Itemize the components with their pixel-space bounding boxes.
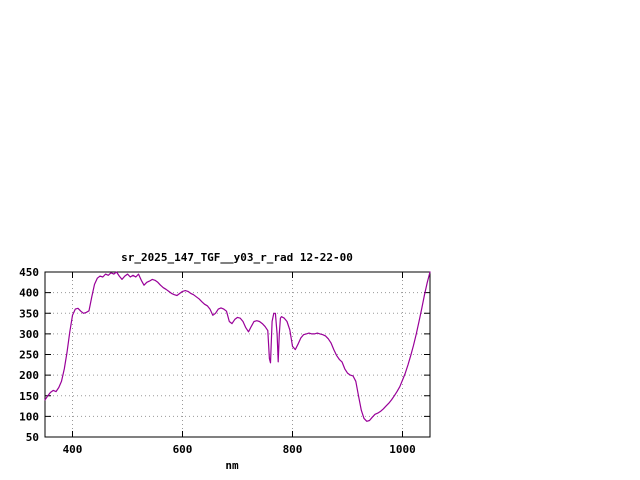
y-tick-label: 450 (19, 266, 39, 279)
x-tick-label: 600 (173, 443, 193, 456)
y-tick-label: 300 (19, 328, 39, 341)
y-tick-label: 200 (19, 369, 39, 382)
x-tick-label: 400 (63, 443, 83, 456)
data-line (44, 271, 431, 422)
y-tick-label: 250 (19, 349, 39, 362)
x-axis-label: nm (225, 459, 239, 472)
y-tick-label: 100 (19, 410, 39, 423)
y-tick-label: 150 (19, 390, 39, 403)
chart-title: sr_2025_147_TGF__y03_r_rad 12-22-00 (121, 251, 353, 264)
y-tick-label: 400 (19, 287, 39, 300)
x-tick-label: 1000 (389, 443, 416, 456)
grid-layer (45, 271, 430, 438)
y-tick-label: 350 (19, 307, 39, 320)
y-tick-label: 50 (26, 431, 39, 444)
x-tick-label: 800 (283, 443, 303, 456)
axis-labels-layer: 50 100 150 200 250 300 350 400 450 400 600 800 1000 (19, 266, 416, 456)
plot-border (44, 271, 431, 438)
